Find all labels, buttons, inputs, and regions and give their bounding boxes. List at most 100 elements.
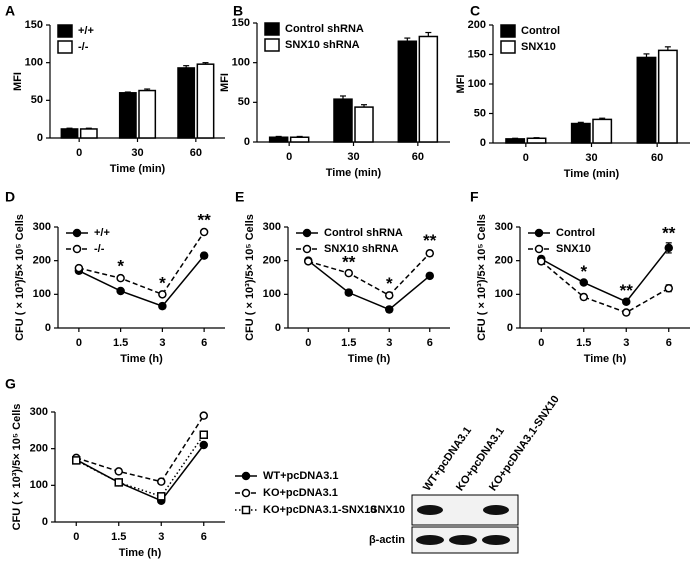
- line: [308, 252, 431, 297]
- blot-band: [483, 505, 509, 515]
- y-tick-label: 100: [25, 57, 43, 69]
- x-tick-label: 0: [76, 147, 82, 159]
- marker: [622, 297, 631, 306]
- bar: [289, 136, 310, 143]
- blot-row-label: β-actin: [369, 534, 405, 546]
- y-tick-label: 100: [495, 288, 513, 300]
- x-tick-label: 30: [585, 152, 597, 164]
- y-tick-label: 50: [474, 107, 486, 119]
- x-tick-label: 0: [523, 152, 529, 164]
- bar: [60, 128, 79, 139]
- legend-label: Control shRNA: [285, 23, 364, 35]
- x-tick-label: 6: [201, 531, 207, 543]
- x-axis-label: Time (min): [110, 163, 166, 175]
- bar: [333, 98, 353, 143]
- legend-label: KO+pcDNA3.1: [263, 487, 338, 499]
- line: [75, 444, 205, 502]
- marker: [304, 257, 313, 266]
- bar: [138, 89, 157, 139]
- line: [540, 260, 670, 314]
- y-tick-label: 150: [25, 19, 43, 31]
- marker: [664, 243, 673, 253]
- significance: *: [386, 274, 393, 293]
- line: [78, 255, 205, 308]
- y-tick-label: 100: [232, 57, 250, 69]
- significance: **: [342, 252, 356, 271]
- marker: [579, 278, 588, 287]
- legend-marker: [241, 505, 251, 515]
- x-tick-label: 3: [623, 337, 629, 349]
- x-tick-label: 60: [651, 152, 663, 164]
- x-tick-label: 0: [538, 337, 544, 349]
- y-tick-label: 150: [468, 48, 486, 60]
- y-tick-label: 0: [45, 322, 51, 334]
- y-tick-label: 50: [238, 96, 250, 108]
- x-axis-label: Time (h): [584, 353, 627, 365]
- x-axis-label: Time (h): [348, 353, 391, 365]
- panel-label: A: [5, 3, 15, 19]
- marker: [537, 257, 546, 266]
- legend-label: Control shRNA: [324, 227, 403, 239]
- bar: [505, 138, 526, 144]
- line: [540, 247, 670, 303]
- blot-band: [482, 535, 510, 545]
- marker: [664, 284, 673, 293]
- marker: [116, 273, 125, 283]
- marker: [199, 251, 209, 260]
- panel-label: B: [233, 3, 243, 19]
- y-axis-label: CFU ( × 10³)/5× 10⁵ Cells: [244, 214, 256, 341]
- y-tick-label: 100: [30, 479, 48, 491]
- x-tick-label: 1.5: [113, 337, 128, 349]
- x-tick-label: 60: [190, 147, 202, 159]
- marker: [199, 430, 208, 439]
- marker: [199, 440, 208, 450]
- x-tick-label: 0: [76, 337, 82, 349]
- marker: [157, 477, 166, 486]
- legend-marker: [302, 244, 312, 254]
- legend-swatch: [264, 22, 280, 36]
- significance: *: [580, 262, 587, 281]
- x-tick-label: 0: [305, 337, 311, 349]
- y-tick-label: 200: [468, 19, 486, 31]
- bar: [268, 136, 289, 143]
- y-tick-label: 0: [275, 322, 281, 334]
- panel-label: G: [5, 376, 16, 392]
- legend-label: +/+: [78, 25, 94, 37]
- legend-label: SNX10: [556, 243, 591, 255]
- x-tick-label: 6: [201, 337, 207, 349]
- legend-label: WT+pcDNA3.1: [263, 470, 339, 482]
- y-tick-label: 200: [30, 443, 48, 455]
- legend-label: SNX10 shRNA: [285, 39, 360, 51]
- line: [75, 434, 205, 498]
- significance: **: [662, 223, 676, 242]
- y-tick-label: 300: [263, 221, 281, 233]
- x-tick-label: 6: [427, 337, 433, 349]
- panel-label: D: [5, 189, 15, 205]
- marker: [158, 290, 167, 299]
- legend-marker: [241, 488, 251, 498]
- x-tick-label: 1.5: [111, 531, 126, 543]
- y-tick-label: 150: [232, 17, 250, 29]
- legend-marker: [241, 471, 251, 481]
- y-tick-label: 200: [495, 255, 513, 267]
- legend-swatch: [500, 40, 516, 54]
- marker: [385, 291, 394, 300]
- legend-label: -/-: [94, 243, 105, 255]
- bar: [118, 92, 137, 139]
- legend-marker: [72, 228, 82, 238]
- bar: [636, 56, 657, 144]
- y-tick-label: 100: [33, 288, 51, 300]
- marker: [72, 456, 81, 465]
- bar: [418, 35, 439, 143]
- y-axis-label: CFU ( × 10³)/5× 10⁵ Cells: [14, 214, 26, 341]
- marker: [622, 308, 631, 317]
- bar: [526, 137, 547, 144]
- y-tick-label: 300: [495, 221, 513, 233]
- x-axis-label: Time (min): [326, 167, 382, 179]
- marker: [158, 301, 167, 311]
- y-tick-label: 0: [244, 136, 250, 148]
- x-axis-label: Time (h): [120, 353, 163, 365]
- y-tick-label: 50: [31, 94, 43, 106]
- legend-swatch: [57, 40, 73, 54]
- marker: [344, 268, 353, 278]
